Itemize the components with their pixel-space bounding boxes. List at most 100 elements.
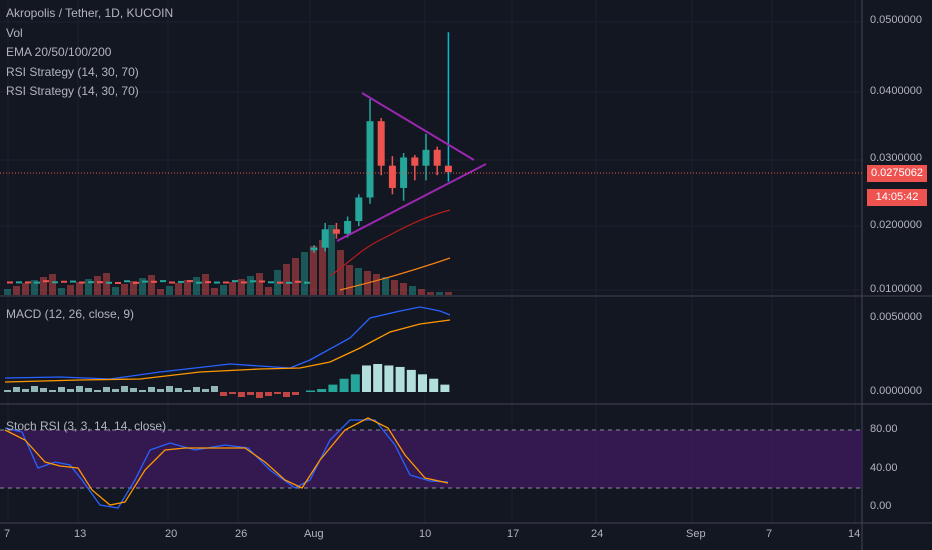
indicator-vol[interactable]: Vol (6, 24, 173, 44)
macd-histogram-bar (67, 389, 74, 392)
volume-bar (112, 287, 119, 295)
macd-histogram-bar (373, 364, 382, 392)
candle-body (304, 282, 310, 284)
volume-bar (265, 287, 272, 295)
macd-title[interactable]: MACD (12, 26, close, 9) (6, 307, 134, 321)
macd-histogram-bar (429, 379, 438, 392)
candle-body (25, 281, 31, 283)
volume-bar (175, 283, 182, 295)
candle-body (241, 281, 247, 283)
candle-body (423, 150, 430, 166)
candle-body (344, 221, 351, 234)
candle-body (115, 282, 121, 284)
current-price-badge: 0.0275062 (867, 165, 927, 182)
candle-body (367, 121, 374, 197)
time-tick: 7 (4, 528, 10, 540)
volume-bar (355, 268, 362, 295)
volume-bar (247, 276, 254, 295)
volume-bar (202, 274, 209, 295)
price-tick: 0.0100000 (870, 283, 922, 295)
macd-histogram-bar (166, 386, 173, 392)
candle-body (311, 248, 318, 251)
candle-body (268, 281, 274, 283)
macd-histogram-bar (13, 387, 20, 392)
price-tick: 0.0500000 (870, 14, 922, 26)
macd-histogram-bar (256, 392, 263, 398)
candle-body (7, 281, 13, 283)
macd-histogram-bar (139, 390, 146, 392)
macd-histogram-bar (202, 389, 209, 392)
time-tick: 13 (74, 528, 86, 540)
volume-bar (40, 277, 47, 295)
volume-bar (283, 264, 290, 295)
macd-histogram-bar (362, 365, 371, 392)
indicator-rsi-strategy-2[interactable]: RSI Strategy (14, 30, 70) (6, 82, 173, 102)
candle-body (214, 282, 220, 284)
volume-bar (193, 277, 200, 295)
volume-bar (400, 283, 407, 295)
macd-histogram-bar (85, 388, 92, 392)
stoch-tick: 80.00 (870, 423, 898, 435)
candle-body (169, 282, 175, 284)
candle-body (106, 282, 112, 284)
candle-body (187, 280, 193, 282)
time-tick: 20 (165, 528, 177, 540)
candle-body (295, 281, 301, 283)
candle-body (378, 121, 385, 165)
indicator-rsi-strategy-1[interactable]: RSI Strategy (14, 30, 70) (6, 63, 173, 83)
candle-body (333, 229, 340, 233)
macd-histogram-bar (265, 392, 272, 396)
candle-body (355, 197, 362, 221)
symbol-title[interactable]: Akropolis / Tether, 1D, KUCOIN (6, 4, 173, 24)
macd-histogram-bar (306, 391, 315, 392)
macd-histogram-bar (31, 386, 38, 392)
macd-histogram-bar (317, 389, 326, 392)
macd-histogram-bar (292, 392, 299, 395)
indicator-ema[interactable]: EMA 20/50/100/200 (6, 43, 173, 63)
price-tick: 0.0300000 (870, 152, 922, 164)
volume-bar (148, 275, 155, 295)
macd-tick: 0.0000000 (870, 385, 922, 397)
time-tick: 24 (591, 528, 603, 540)
volume-bar (22, 283, 29, 295)
volume-bar (58, 288, 65, 295)
time-tick: 14 (848, 528, 860, 540)
macd-histogram-bar (157, 389, 164, 392)
macd-histogram-bar (328, 385, 337, 392)
candle-body (445, 166, 452, 172)
macd-histogram-bar (58, 387, 65, 392)
macd-histogram-bar (76, 386, 83, 392)
macd-histogram-bar (384, 365, 393, 392)
macd-histogram-bar (175, 388, 182, 392)
stoch-tick: 40.00 (870, 462, 898, 474)
macd-histogram-bar (103, 387, 110, 392)
stoch-title[interactable]: Stoch RSI (3, 3, 14, 14, close) (6, 419, 166, 433)
volume-bar (229, 282, 236, 295)
macd-histogram-bar (121, 386, 128, 392)
candle-body (43, 280, 49, 282)
volume-bar (310, 246, 317, 295)
candle-body (142, 281, 148, 283)
time-tick: 26 (235, 528, 247, 540)
price-tick: 0.0400000 (870, 85, 922, 97)
time-tick: 7 (766, 528, 772, 540)
volume-bar (418, 289, 425, 295)
macd-histogram-bar (396, 367, 405, 392)
candle-body (16, 281, 22, 283)
candle-body (88, 281, 94, 283)
candle-body (434, 150, 441, 166)
candle-body (97, 281, 103, 283)
volume-bar (67, 285, 74, 295)
candle-body (79, 282, 85, 284)
time-tick: Aug (304, 528, 324, 540)
time-tick: 17 (507, 528, 519, 540)
time-tick: Sep (686, 528, 706, 540)
volume-bar (427, 292, 434, 295)
volume-bar (391, 280, 398, 295)
volume-bar (94, 276, 101, 295)
candle-body (133, 282, 139, 284)
macd-histogram-bar (440, 385, 449, 392)
volume-bar (166, 286, 173, 295)
candle-body (178, 281, 184, 283)
macd-tick: 0.0050000 (870, 311, 922, 323)
